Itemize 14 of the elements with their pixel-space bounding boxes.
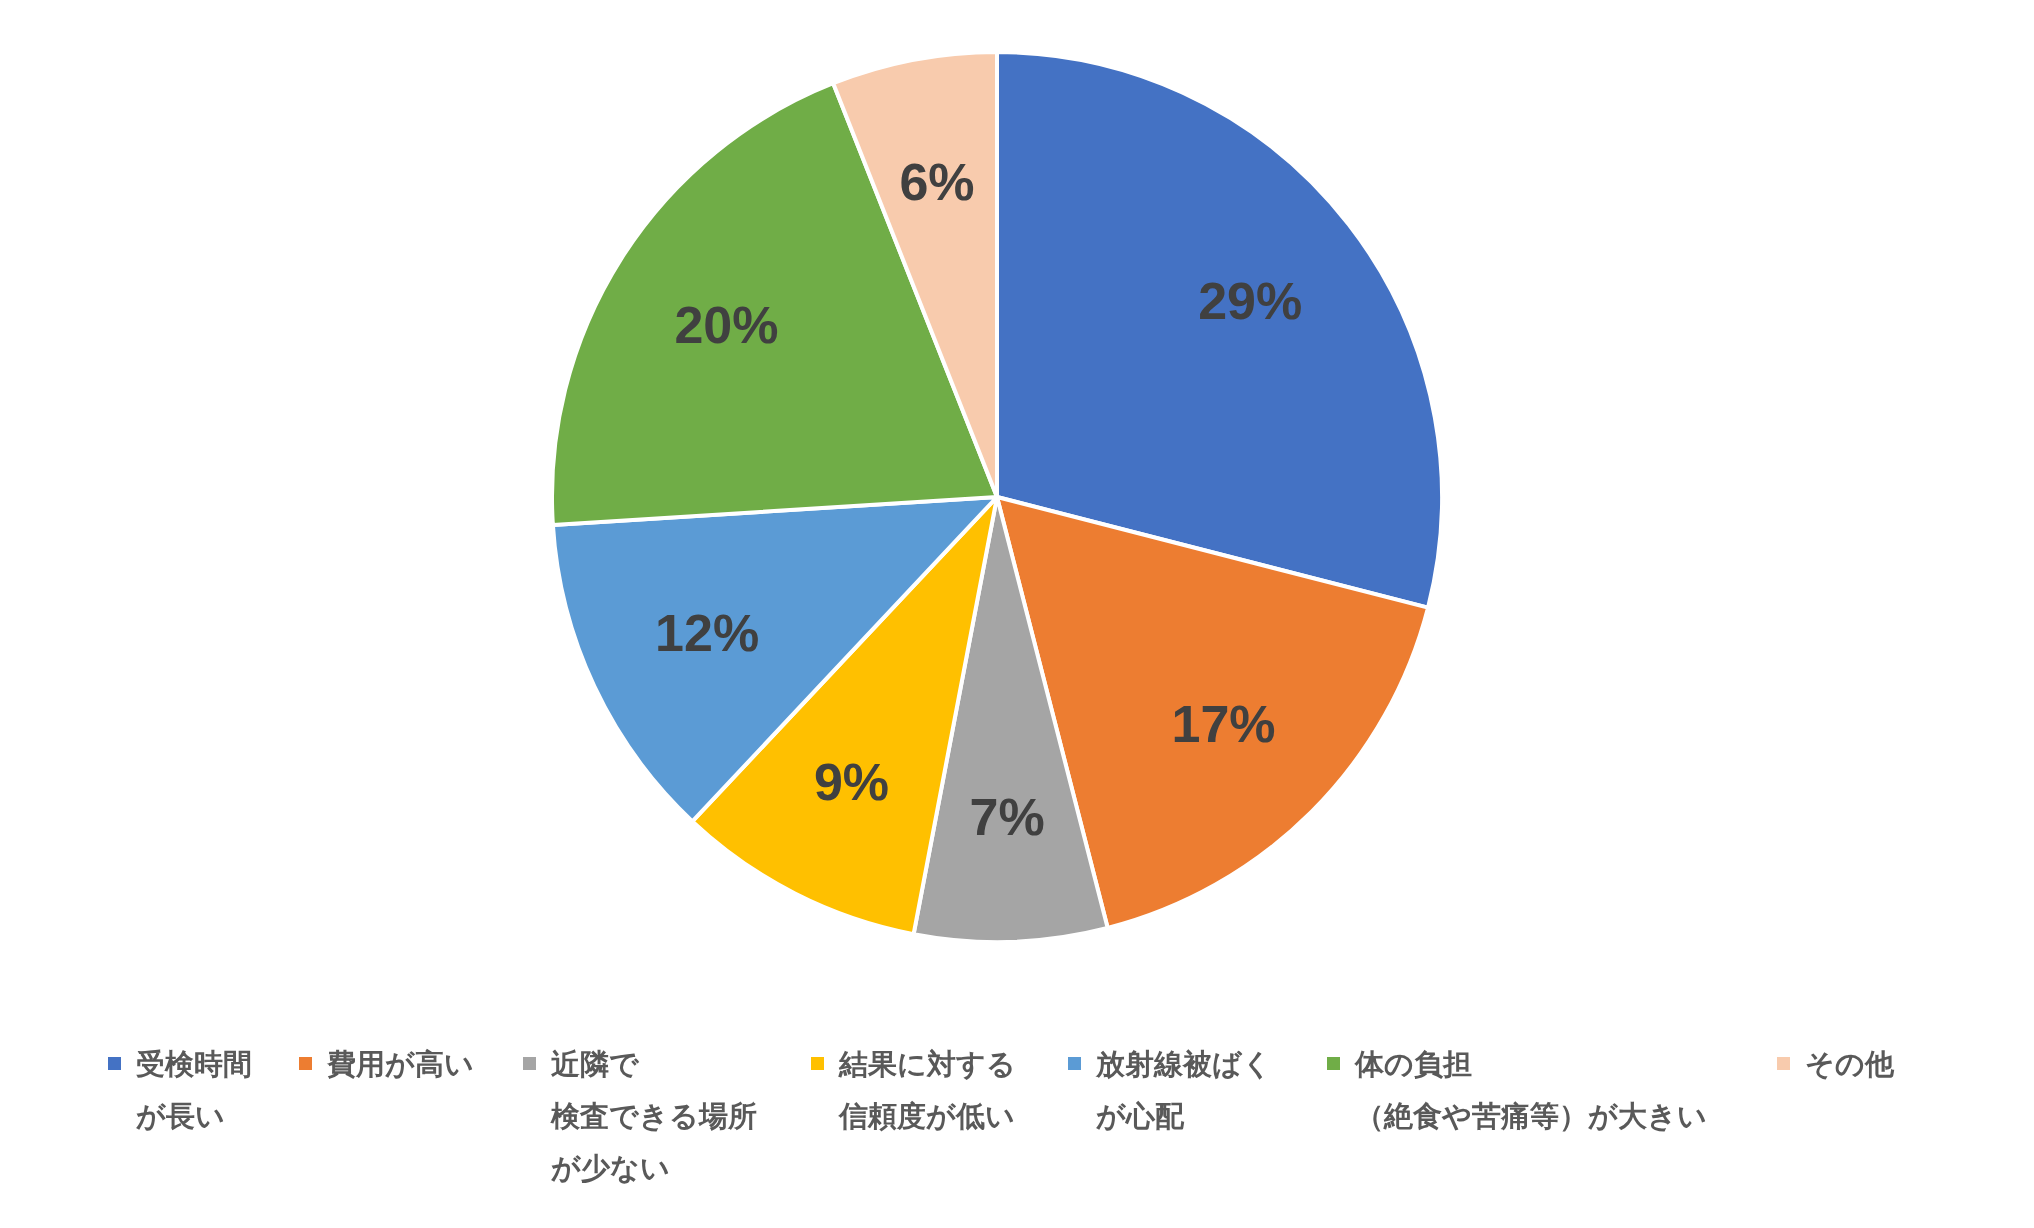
- data-label: 20%: [674, 296, 779, 355]
- data-label: 29%: [1198, 271, 1303, 330]
- data-label: 9%: [813, 753, 890, 812]
- legend-label: 費用が高い: [326, 1047, 474, 1081]
- legend-label: 近隣で検査できる場所が少ない: [550, 1047, 757, 1185]
- legend-label: 結果に対する信頼度が低い: [838, 1047, 1016, 1133]
- legend-label: 受検時間が長い: [136, 1047, 252, 1133]
- legend-label: 体の負担（絶食や苦痛等）が大きい: [1354, 1047, 1707, 1133]
- legend-label: 放射線被ばくが心配: [1095, 1047, 1272, 1133]
- data-label: 17%: [1171, 694, 1276, 753]
- data-label: 6%: [899, 153, 975, 212]
- data-label: 12%: [655, 604, 760, 663]
- legend-label: その他: [1805, 1047, 1895, 1081]
- data-label: 7%: [969, 788, 1045, 847]
